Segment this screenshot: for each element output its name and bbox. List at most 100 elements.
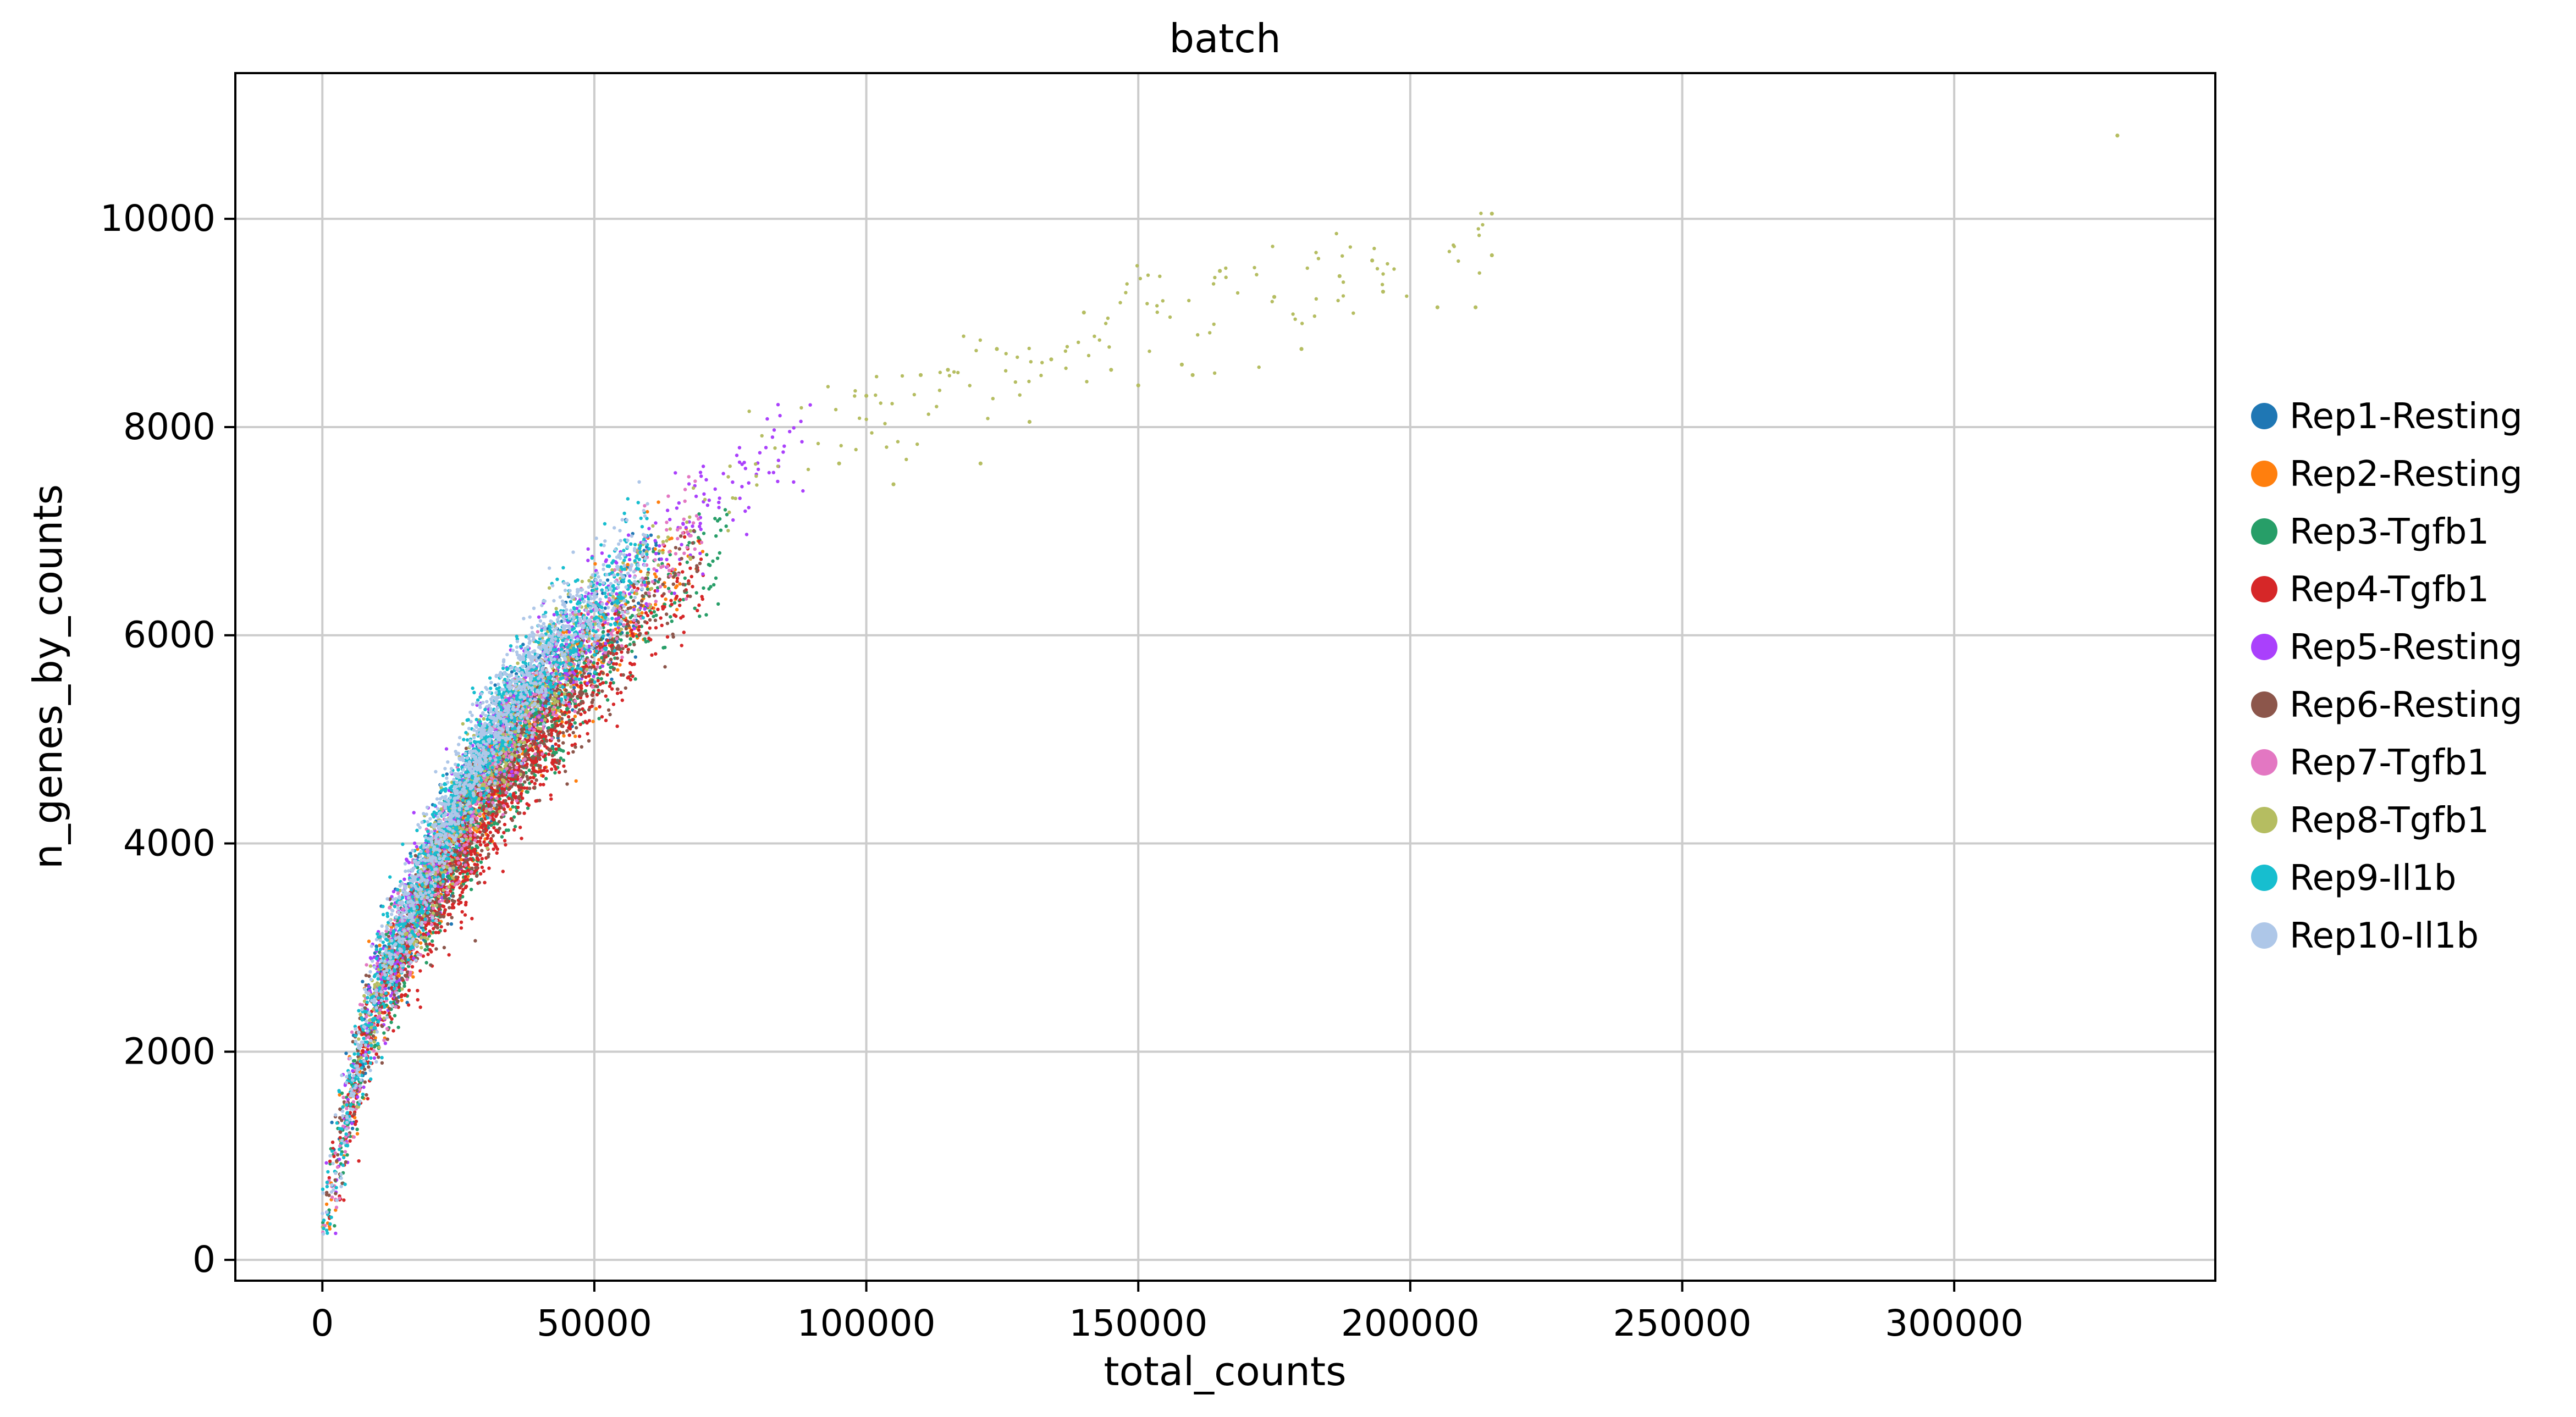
data-point xyxy=(675,579,679,584)
data-point xyxy=(677,547,682,551)
data-point xyxy=(644,591,648,595)
data-point xyxy=(554,747,558,751)
data-point xyxy=(680,644,683,647)
data-point xyxy=(608,670,613,674)
data-point xyxy=(653,602,658,607)
data-point xyxy=(621,673,625,677)
data-point xyxy=(675,607,679,612)
data-point xyxy=(607,650,611,654)
data-point xyxy=(595,661,600,666)
data-point xyxy=(398,982,401,986)
data-point xyxy=(561,749,565,753)
data-point xyxy=(605,578,610,582)
data-point xyxy=(516,805,520,810)
data-point xyxy=(555,759,560,762)
data-point xyxy=(564,721,569,724)
data-point xyxy=(640,599,644,603)
data-point xyxy=(508,766,512,770)
data-point xyxy=(590,693,594,697)
data-point xyxy=(549,728,553,732)
data-point xyxy=(490,798,494,802)
data-point xyxy=(628,661,632,666)
data-point xyxy=(704,478,708,481)
data-point xyxy=(657,500,660,504)
data-point xyxy=(554,742,558,746)
data-point xyxy=(553,771,557,775)
data-point xyxy=(592,674,595,678)
data-point xyxy=(694,591,698,595)
data-point xyxy=(652,594,657,597)
data-point xyxy=(611,702,616,706)
data-point xyxy=(641,594,644,598)
data-point xyxy=(640,611,644,615)
data-point xyxy=(461,870,465,873)
data-point xyxy=(608,712,612,717)
data-point xyxy=(591,719,595,723)
data-point xyxy=(698,615,702,618)
data-point xyxy=(743,467,748,471)
data-point xyxy=(781,450,785,454)
data-point xyxy=(328,1227,332,1231)
data-point xyxy=(654,521,658,525)
data-point xyxy=(627,553,632,557)
data-point xyxy=(698,551,702,556)
data-point xyxy=(788,430,792,434)
data-point xyxy=(400,998,404,1003)
data-point xyxy=(600,689,604,693)
data-point xyxy=(567,733,571,737)
data-point xyxy=(534,743,538,746)
data-point xyxy=(526,790,529,794)
data-point xyxy=(560,724,564,728)
data-point xyxy=(678,604,682,607)
data-point xyxy=(497,820,501,824)
data-point xyxy=(484,824,488,828)
data-point xyxy=(615,656,620,660)
data-point xyxy=(603,606,608,610)
data-point xyxy=(480,865,484,870)
data-point xyxy=(637,628,641,632)
data-point xyxy=(567,726,571,730)
data-point xyxy=(654,543,658,547)
data-point xyxy=(522,811,526,815)
data-point xyxy=(679,534,683,538)
data-point xyxy=(577,708,582,712)
data-point xyxy=(586,681,589,685)
data-point xyxy=(374,1052,378,1056)
data-point xyxy=(756,467,760,472)
data-point xyxy=(625,634,629,638)
data-point xyxy=(696,608,699,613)
data-point xyxy=(605,673,609,677)
data-point xyxy=(558,704,562,707)
data-point xyxy=(707,498,711,502)
data-point xyxy=(461,888,465,892)
data-point xyxy=(564,688,568,693)
data-point xyxy=(513,824,517,829)
data-point xyxy=(570,743,574,748)
data-point xyxy=(659,616,663,620)
data-point xyxy=(566,715,571,719)
data-point xyxy=(387,986,391,990)
data-point xyxy=(434,947,438,951)
data-point xyxy=(643,637,647,641)
data-point xyxy=(561,741,565,745)
data-point xyxy=(581,691,584,695)
data-point xyxy=(681,522,685,526)
data-point xyxy=(664,597,668,601)
data-point xyxy=(350,1121,354,1126)
data-point xyxy=(799,419,803,423)
data-point xyxy=(533,782,537,785)
data-point xyxy=(351,1069,355,1073)
data-point xyxy=(698,522,702,525)
data-point xyxy=(808,403,812,407)
data-point xyxy=(602,658,606,662)
data-point xyxy=(764,446,768,450)
data-point xyxy=(658,577,661,582)
data-point xyxy=(477,881,481,884)
data-point xyxy=(470,917,474,921)
data-point xyxy=(466,878,470,882)
data-point xyxy=(448,906,451,910)
data-point xyxy=(423,948,427,952)
data-point xyxy=(731,518,735,522)
data-point xyxy=(564,770,567,773)
data-point xyxy=(698,471,703,474)
